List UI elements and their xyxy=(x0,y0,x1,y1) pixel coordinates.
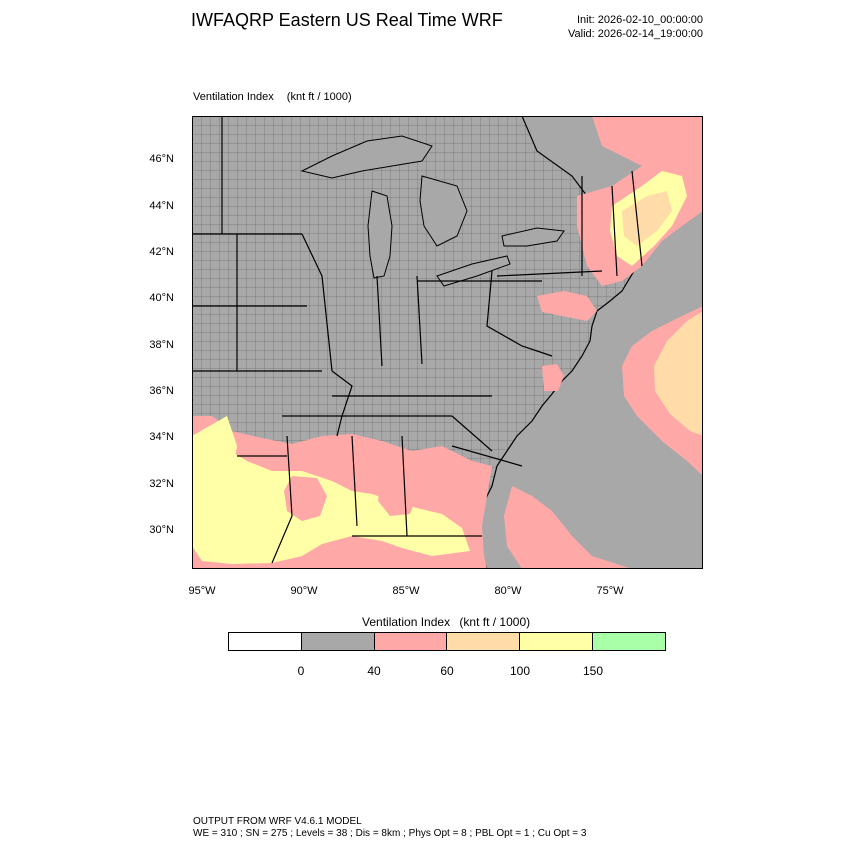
colorbar-tick-150: 150 xyxy=(582,664,604,678)
colorbar-cell-0-40 xyxy=(301,633,375,650)
plot-field-name: Ventilation Index xyxy=(193,91,274,103)
colorbar-tick-0: 0 xyxy=(297,664,305,678)
colorbar-cell-40-60 xyxy=(374,633,448,650)
virginia-pink-field xyxy=(542,364,564,391)
southern-us-pink-inset xyxy=(284,476,327,521)
ventilation-index-map xyxy=(192,116,703,569)
colorbar xyxy=(228,632,666,651)
lon-label-75w: 75°W xyxy=(596,585,624,597)
colorbar-units: (knt ft / 1000) xyxy=(459,615,531,629)
colorbar-tick-60: 60 xyxy=(440,664,454,678)
lon-label-80w: 80°W xyxy=(494,585,522,597)
colorbar-title: Ventilation Index (knt ft / 1000) xyxy=(362,615,530,629)
northeast-offshore-pink xyxy=(592,116,703,206)
model-info-footer: OUTPUT FROM WRF V4.6.1 MODEL WE = 310 ; … xyxy=(193,816,586,840)
init-time: Init: 2026-02-10_00:00:00 xyxy=(577,14,703,26)
lon-label-85w: 85°W xyxy=(392,585,420,597)
footer-line-2: WE = 310 ; SN = 275 ; Levels = 38 ; Dis … xyxy=(193,828,587,839)
colorbar-cell-60-100 xyxy=(447,633,521,650)
page-title: IWFAQRP Eastern US Real Time WRF xyxy=(191,10,503,30)
southern-us-pink-inset-2 xyxy=(378,471,417,516)
colorbar-cell-below-0 xyxy=(229,633,302,650)
lat-label-38n: 38°N xyxy=(149,339,174,351)
colorbar-cell-100-150 xyxy=(520,633,594,650)
lon-label-90w: 90°W xyxy=(290,585,318,597)
colorbar-cell-above-150 xyxy=(593,633,665,650)
lake-superior xyxy=(300,135,433,179)
lat-label-42n: 42°N xyxy=(149,246,174,258)
southern-us-yellow-field xyxy=(192,436,470,564)
plot-label: Ventilation Index (knt ft / 1000) xyxy=(193,91,352,103)
lat-label-46n: 46°N xyxy=(149,153,174,165)
atlantic-orange-field xyxy=(654,311,703,436)
footer-line-1: OUTPUT FROM WRF V4.6.1 MODEL xyxy=(193,816,362,827)
lake-erie xyxy=(436,255,511,287)
lat-label-34n: 34°N xyxy=(149,431,174,443)
lat-label-30n: 30°N xyxy=(149,524,174,536)
valid-time: Valid: 2026-02-14_19:00:00 xyxy=(568,28,703,40)
lat-label-32n: 32°N xyxy=(149,478,174,490)
arklatex-yellow-field xyxy=(192,416,237,516)
lat-label-36n: 36°N xyxy=(149,385,174,397)
southeast-offshore-pink xyxy=(504,486,632,569)
colorbar-field-name: Ventilation Index xyxy=(362,615,451,629)
state-boundaries xyxy=(192,116,643,564)
plot-field-units: (knt ft / 1000) xyxy=(286,91,352,103)
lake-huron xyxy=(419,175,468,247)
colorbar-tick-40: 40 xyxy=(367,664,381,678)
lake-michigan xyxy=(367,190,393,279)
new-england-orange-field xyxy=(622,191,672,246)
pennsylvania-pink-field xyxy=(537,291,597,321)
lake-ontario xyxy=(501,227,565,247)
lat-label-44n: 44°N xyxy=(149,200,174,212)
lon-label-95w: 95°W xyxy=(188,585,216,597)
lat-label-40n: 40°N xyxy=(149,292,174,304)
colorbar-tick-100: 100 xyxy=(509,664,531,678)
